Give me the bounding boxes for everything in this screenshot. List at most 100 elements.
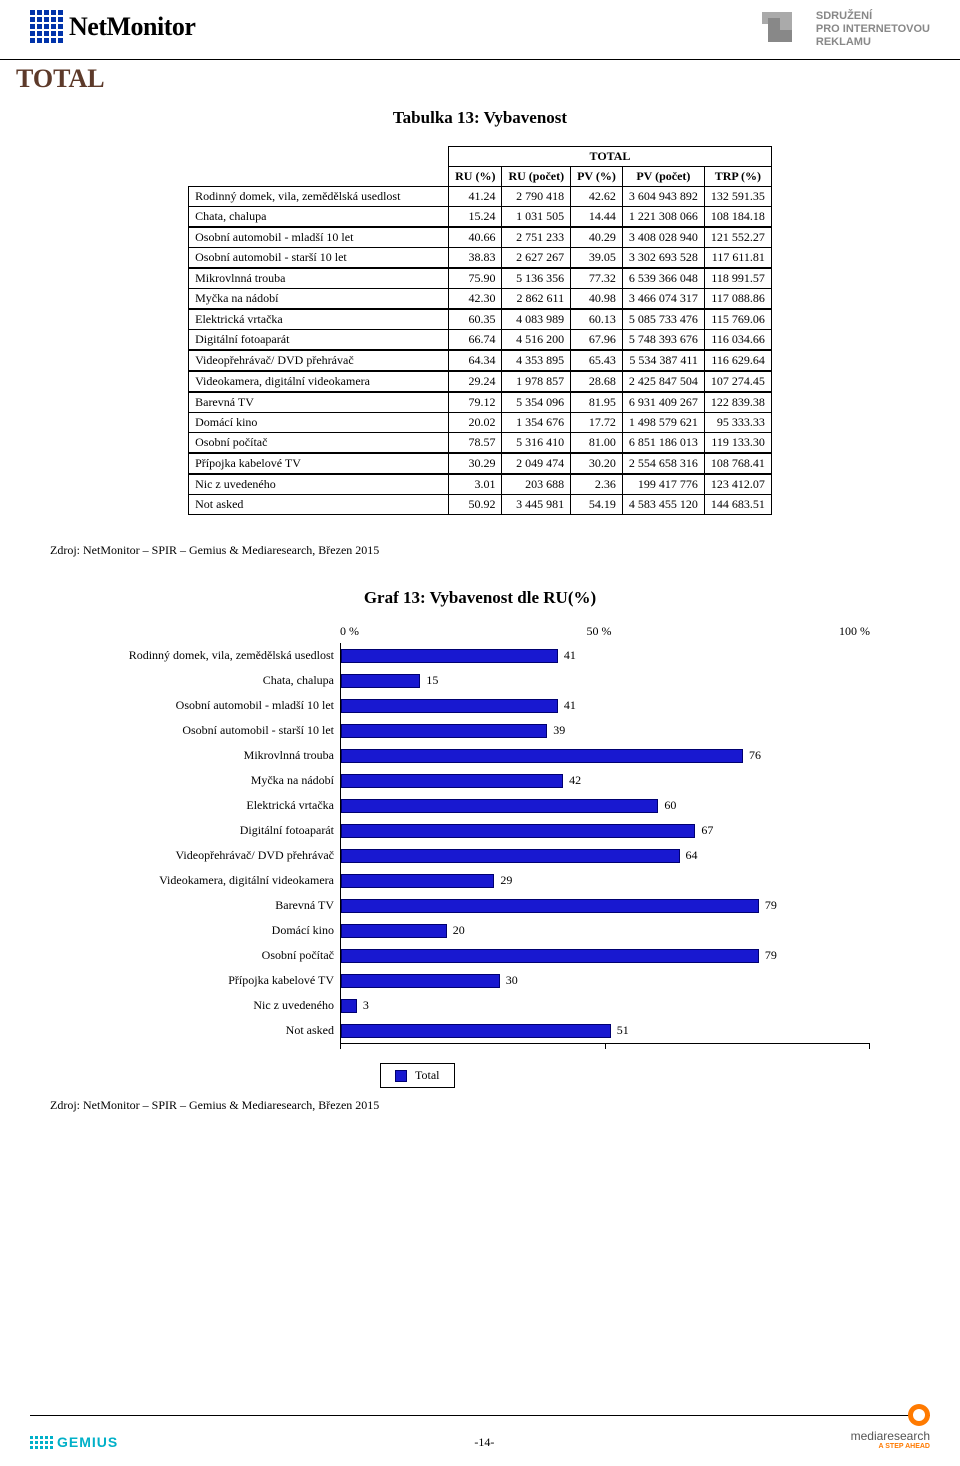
chart-row: Elektrická vrtačka60 — [90, 793, 870, 818]
cell-value: 116 629.64 — [704, 350, 771, 371]
cell-value: 54.19 — [571, 495, 623, 515]
cell-value: 5 316 410 — [502, 433, 571, 454]
cell-value: 6 931 409 267 — [622, 392, 704, 413]
row-label: Rodinný domek, vila, zemědělská usedlost — [189, 187, 449, 207]
source-text: Zdroj: NetMonitor – SPIR – Gemius & Medi… — [0, 1088, 960, 1113]
table-row: Barevná TV79.125 354 09681.956 931 409 2… — [189, 392, 772, 413]
cell-value: 64.34 — [449, 350, 502, 371]
axis-tick: 50 % — [587, 624, 612, 639]
chart-bar-area: 76 — [340, 743, 870, 768]
spir-line: SDRUŽENÍ — [816, 10, 930, 23]
row-label: Videopřehrávač/ DVD přehrávač — [189, 350, 449, 371]
cell-value: 3 604 943 892 — [622, 187, 704, 207]
col-header: TRP (%) — [704, 167, 771, 187]
chart-bar — [341, 824, 695, 838]
chart-bar — [341, 1024, 611, 1038]
chart-axis-bottom — [340, 1043, 870, 1049]
table-row: Chata, chalupa15.241 031 50514.441 221 3… — [189, 207, 772, 228]
cell-value: 4 516 200 — [502, 330, 571, 351]
chart-bar-label: Mikrovlnná trouba — [90, 748, 340, 763]
cell-value: 117 611.81 — [704, 248, 771, 269]
cell-value: 6 851 186 013 — [622, 433, 704, 454]
chart-bar-value: 51 — [611, 1023, 629, 1038]
cell-value: 40.29 — [571, 227, 623, 248]
chart-bar-area: 30 — [340, 968, 870, 993]
cell-value: 60.13 — [571, 309, 623, 330]
cell-value: 117 088.86 — [704, 289, 771, 310]
cell-value: 122 839.38 — [704, 392, 771, 413]
chart-row: Videopřehrávač/ DVD přehrávač64 — [90, 843, 870, 868]
cell-value: 144 683.51 — [704, 495, 771, 515]
table-super-header: TOTAL — [449, 147, 772, 167]
cell-value: 2 790 418 — [502, 187, 571, 207]
cell-value: 108 768.41 — [704, 453, 771, 474]
cell-value: 3 445 981 — [502, 495, 571, 515]
chart-bar-label: Barevná TV — [90, 898, 340, 913]
cell-value: 119 133.30 — [704, 433, 771, 454]
table-row: Osobní počítač78.575 316 41081.006 851 1… — [189, 433, 772, 454]
cell-value: 30.29 — [449, 453, 502, 474]
cell-value: 14.44 — [571, 207, 623, 228]
chart-bar-value: 3 — [357, 998, 369, 1013]
table-corner — [189, 167, 449, 187]
chart-bar-area: 29 — [340, 868, 870, 893]
chart-bar-label: Chata, chalupa — [90, 673, 340, 688]
cell-value: 95 333.33 — [704, 413, 771, 433]
cell-value: 2 751 233 — [502, 227, 571, 248]
chart-bar-label: Elektrická vrtačka — [90, 798, 340, 813]
row-label: Mikrovlnná trouba — [189, 268, 449, 289]
chart-row: Not asked 51 — [90, 1018, 870, 1043]
cell-value: 2 627 267 — [502, 248, 571, 269]
chart-bar — [341, 799, 658, 813]
chart-bar-area: 41 — [340, 693, 870, 718]
chart-bar-value: 41 — [558, 648, 576, 663]
chart-bar — [341, 899, 759, 913]
cell-value: 4 353 895 — [502, 350, 571, 371]
mediaresearch-sub: A STEP AHEAD — [851, 1443, 930, 1450]
chart-bar — [341, 724, 547, 738]
chart-bar-label: Rodinný domek, vila, zemědělská usedlost — [90, 648, 340, 663]
mediaresearch-icon — [908, 1404, 930, 1426]
cell-value: 28.68 — [571, 371, 623, 392]
chart-bar-label: Not asked — [90, 1023, 340, 1038]
row-label: Chata, chalupa — [189, 207, 449, 228]
cell-value: 1 498 579 621 — [622, 413, 704, 433]
chart-bar-area: 60 — [340, 793, 870, 818]
cell-value: 77.32 — [571, 268, 623, 289]
cell-value: 81.95 — [571, 392, 623, 413]
chart-bar — [341, 849, 680, 863]
cell-value: 5 136 356 — [502, 268, 571, 289]
row-label: Osobní automobil - starší 10 let — [189, 248, 449, 269]
chart-bar-area: 64 — [340, 843, 870, 868]
cell-value: 3.01 — [449, 474, 502, 495]
col-header: RU (počet) — [502, 167, 571, 187]
chart-bar-value: 29 — [494, 873, 512, 888]
chart-bar-value: 79 — [759, 948, 777, 963]
chart-bar-value: 67 — [695, 823, 713, 838]
cell-value: 203 688 — [502, 474, 571, 495]
cell-value: 123 412.07 — [704, 474, 771, 495]
cell-value: 116 034.66 — [704, 330, 771, 351]
cell-value: 5 748 393 676 — [622, 330, 704, 351]
chart-row: Osobní automobil - mladší 10 let41 — [90, 693, 870, 718]
axis-tick: 0 % — [340, 624, 359, 639]
cell-value: 107 274.45 — [704, 371, 771, 392]
cell-value: 38.83 — [449, 248, 502, 269]
axis-tick: 100 % — [839, 624, 870, 639]
chart-row: Barevná TV79 — [90, 893, 870, 918]
gemius-logo: GEMIUS — [30, 1434, 118, 1450]
chart-bar-value: 39 — [547, 723, 565, 738]
cell-value: 75.90 — [449, 268, 502, 289]
chart-row: Osobní automobil - starší 10 let39 — [90, 718, 870, 743]
page-footer: GEMIUS -14- mediaresearch A STEP AHEAD — [0, 1404, 960, 1450]
chart-bar-area: 15 — [340, 668, 870, 693]
row-label: Digitální fotoaparát — [189, 330, 449, 351]
netmonitor-logo: NetMonitor — [30, 10, 195, 43]
chart-bar-value: 41 — [558, 698, 576, 713]
row-label: Barevná TV — [189, 392, 449, 413]
source-text: Zdroj: NetMonitor – SPIR – Gemius & Medi… — [0, 515, 960, 558]
chart-bar — [341, 749, 743, 763]
chart-title: Graf 13: Vybavenost dle RU(%) — [0, 558, 960, 624]
cell-value: 4 083 989 — [502, 309, 571, 330]
page-number: -14- — [118, 1435, 850, 1450]
